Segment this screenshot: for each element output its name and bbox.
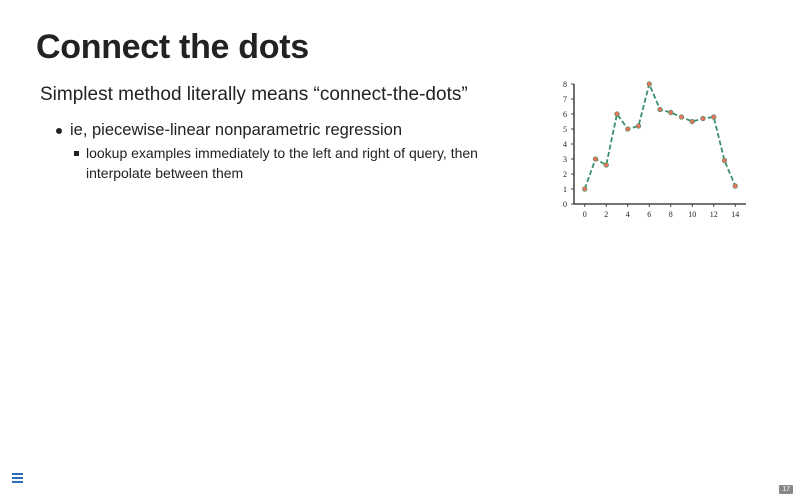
data-point bbox=[592, 156, 599, 162]
data-point bbox=[582, 186, 588, 192]
data-point bbox=[711, 114, 717, 120]
bullet-dot-icon bbox=[56, 127, 62, 134]
data-point bbox=[625, 126, 631, 132]
x-tick-label: 12 bbox=[710, 210, 718, 219]
x-tick-label: 10 bbox=[688, 210, 696, 219]
bullet-text: ie, piecewise-linear nonparametric regre… bbox=[70, 121, 402, 139]
series-line bbox=[583, 81, 737, 190]
data-point bbox=[732, 183, 738, 189]
y-tick-label: 0 bbox=[563, 200, 567, 209]
data-point bbox=[668, 109, 674, 116]
slide-title: Connect the dots bbox=[36, 28, 309, 66]
sub-bullet-item: lookup examples immediately to the left … bbox=[74, 143, 524, 183]
y-tick-label: 5 bbox=[563, 125, 567, 134]
data-point bbox=[614, 111, 620, 117]
slide-subtitle: Simplest method literally means “connect… bbox=[40, 84, 468, 105]
y-tick-label: 7 bbox=[563, 95, 567, 104]
y-tick-label: 1 bbox=[563, 185, 567, 194]
y-tick-label: 2 bbox=[563, 170, 567, 179]
y-tick-label: 4 bbox=[563, 140, 567, 149]
data-point bbox=[635, 123, 642, 129]
data-point bbox=[689, 118, 695, 125]
x-tick-label: 2 bbox=[604, 210, 608, 219]
x-tick-label: 6 bbox=[647, 210, 651, 219]
data-point bbox=[721, 157, 728, 164]
data-point bbox=[657, 106, 663, 113]
y-tick-label: 8 bbox=[563, 80, 567, 89]
x-tick-label: 8 bbox=[669, 210, 673, 219]
y-tick-label: 3 bbox=[563, 155, 567, 164]
page-number: 17 bbox=[779, 485, 793, 494]
sub-bullet-square-icon bbox=[74, 151, 79, 156]
x-tick-label: 0 bbox=[583, 210, 587, 219]
x-tick-label: 4 bbox=[626, 210, 630, 219]
bullet-item: ie, piecewise-linear nonparametric regre… bbox=[56, 121, 402, 140]
data-point bbox=[700, 115, 706, 122]
data-point bbox=[603, 162, 609, 168]
x-tick-label: 14 bbox=[731, 210, 739, 219]
y-tick-label: 6 bbox=[563, 110, 567, 119]
data-point bbox=[678, 114, 685, 120]
hamburger-menu-icon[interactable] bbox=[12, 473, 23, 484]
data-point bbox=[646, 81, 652, 87]
sub-bullet-text: lookup examples immediately to the left … bbox=[86, 145, 478, 181]
